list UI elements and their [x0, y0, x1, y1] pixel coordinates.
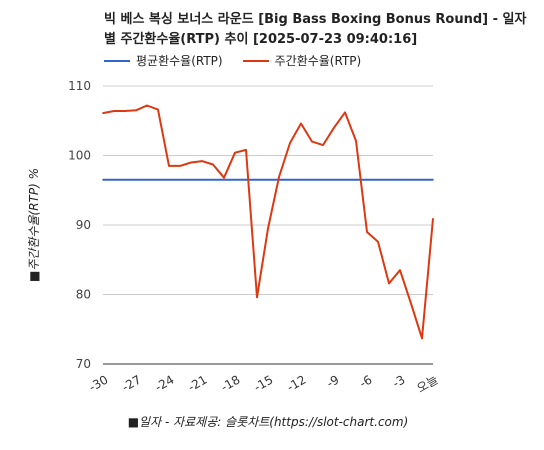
data-point-s0-13: [245, 179, 247, 181]
data-point-s1-4: [146, 104, 148, 107]
data-point-s0-4: [146, 179, 148, 181]
data-point-s0-8: [190, 179, 192, 181]
data-point-s1-12: [234, 151, 236, 154]
data-point-s0-26: [388, 179, 390, 181]
data-point-s1-27: [399, 269, 401, 272]
x-tick-label-0: -30: [87, 372, 111, 394]
x-tick-label-5: -15: [252, 372, 276, 394]
data-point-s1-28: [410, 302, 412, 305]
x-tick-label-1: -27: [120, 372, 144, 394]
x-tick-label-4: -18: [219, 372, 243, 394]
data-point-s1-9: [201, 160, 203, 162]
y-tick-label-0: 110: [68, 79, 91, 93]
data-point-s1-30: [432, 217, 434, 220]
y-tick-label-1: 100: [68, 149, 91, 163]
data-point-s1-0: [102, 112, 104, 114]
data-point-s1-19: [311, 140, 313, 143]
y-tick-label-2: 90: [76, 218, 91, 232]
data-point-s0-10: [212, 179, 214, 181]
x-tick-label-6: -12: [285, 372, 309, 394]
data-point-s1-29: [421, 337, 423, 340]
y-tick-label-3: 80: [76, 288, 91, 302]
data-point-s1-17: [289, 142, 291, 144]
data-point-s1-21: [333, 126, 335, 129]
data-point-s1-2: [124, 110, 126, 112]
data-point-s1-14: [256, 296, 258, 299]
data-point-s1-3: [135, 109, 137, 112]
data-point-s0-7: [179, 179, 181, 181]
data-point-s1-18: [300, 122, 302, 125]
data-point-s0-0: [102, 179, 104, 181]
x-tick-label-8: -6: [357, 372, 374, 390]
x-tick-label-9: -3: [390, 372, 407, 390]
data-point-s0-18: [300, 179, 302, 181]
data-point-s0-23: [355, 179, 357, 181]
legend-item-weekly[interactable]: 주간환수율(RTP): [242, 52, 362, 69]
data-point-s1-22: [344, 111, 346, 114]
data-point-s0-1: [113, 179, 115, 181]
data-point-s0-6: [168, 179, 170, 181]
data-point-s0-15: [267, 179, 269, 181]
x-tick-label-7: -9: [324, 372, 341, 390]
data-point-s1-8: [190, 161, 192, 164]
data-point-s0-30: [432, 179, 434, 181]
data-point-s0-12: [234, 179, 236, 181]
data-point-s0-21: [333, 179, 335, 181]
data-point-s0-29: [421, 179, 423, 181]
data-point-s1-16: [278, 176, 280, 178]
legend-swatch-weekly: [242, 59, 269, 62]
data-point-s0-17: [289, 179, 291, 181]
data-point-s0-25: [377, 179, 379, 181]
data-point-s1-10: [212, 163, 214, 166]
data-point-s1-6: [168, 165, 170, 167]
legend-label-weekly: 주간환수율(RTP): [274, 54, 362, 68]
y-tick-label-4: 70: [76, 357, 91, 371]
x-tick-label-3: -21: [186, 372, 210, 394]
data-point-s0-11: [223, 179, 225, 181]
series-line-1: [102, 104, 434, 340]
data-point-s1-15: [267, 227, 269, 230]
data-point-s0-5: [157, 179, 159, 181]
data-point-s0-14: [256, 179, 258, 181]
data-point-s0-2: [124, 179, 126, 181]
data-point-s1-1: [113, 110, 115, 112]
legend-item-average[interactable]: 평균환수율(RTP): [104, 52, 223, 69]
data-point-s1-20: [322, 144, 324, 146]
data-point-s0-27: [399, 179, 401, 181]
chart-title: 빅 베스 복싱 보너스 라운드 [Big Bass Boxing Bonus R…: [104, 12, 527, 47]
legend-swatch-average: [104, 59, 130, 62]
y-axis-title: ■주간환수율(RTP) %: [27, 168, 41, 282]
legend: 평균환수율(RTP) 주간환수율(RTP): [104, 52, 361, 69]
data-point-s1-13: [245, 149, 247, 151]
data-point-s0-3: [135, 179, 137, 181]
data-point-s1-23: [355, 140, 357, 142]
data-point-s1-7: [179, 165, 181, 167]
data-point-s0-19: [311, 179, 313, 181]
data-point-s1-24: [366, 231, 368, 233]
data-point-s0-24: [366, 179, 368, 181]
data-point-s0-22: [344, 179, 346, 181]
data-point-s1-5: [157, 108, 159, 111]
data-point-s1-26: [388, 282, 390, 285]
data-point-s1-11: [223, 176, 225, 179]
legend-label-average: 평균환수율(RTP): [136, 54, 223, 68]
x-tick-label-10: 오늘: [414, 372, 440, 395]
x-axis-title: ■일자 - 자료제공: 슬롯차트(https://slot-chart.com): [128, 415, 409, 429]
x-tick-label-2: -24: [153, 372, 177, 394]
data-point-s1-25: [377, 240, 379, 243]
data-point-s0-9: [201, 179, 203, 181]
data-point-s0-28: [410, 179, 412, 181]
data-point-s0-20: [322, 179, 324, 181]
